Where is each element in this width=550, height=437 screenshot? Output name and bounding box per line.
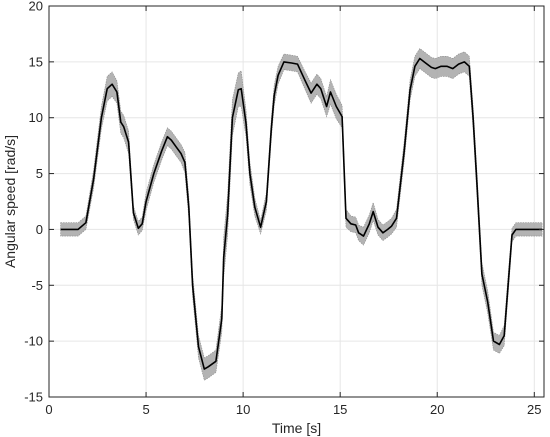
y-tick-label: 15: [29, 54, 43, 69]
y-tick-label: 20: [29, 0, 43, 14]
x-tick-labels: 0 5 10 15 20 25: [45, 402, 541, 417]
y-tick-labels: -15 -10 -5 0 5 10 15 20: [24, 0, 43, 405]
series-line-layer: [60, 57, 543, 370]
uncertainty-band: [60, 48, 543, 381]
x-tick-label: 10: [236, 402, 250, 417]
y-tick-label: -5: [31, 278, 43, 293]
x-tick-label: 0: [45, 402, 52, 417]
y-axis-label: Angular speed [rad/s]: [2, 135, 18, 268]
x-tick-label: 5: [142, 402, 149, 417]
axes-box: [48, 5, 545, 398]
series-line: [60, 57, 543, 370]
axes-frame: [48, 5, 545, 398]
x-axis-label: Time [s]: [272, 420, 321, 436]
y-tick-label: -10: [24, 334, 43, 349]
y-tick-label: -15: [24, 390, 43, 405]
uncertainty-band-layer: [60, 48, 543, 381]
y-tick-label: 10: [29, 110, 43, 125]
y-tick-label: 5: [36, 166, 43, 181]
x-tick-label: 15: [333, 402, 347, 417]
y-tick-label: 0: [36, 222, 43, 237]
x-tick-label: 20: [430, 402, 444, 417]
x-tick-label: 25: [527, 402, 541, 417]
